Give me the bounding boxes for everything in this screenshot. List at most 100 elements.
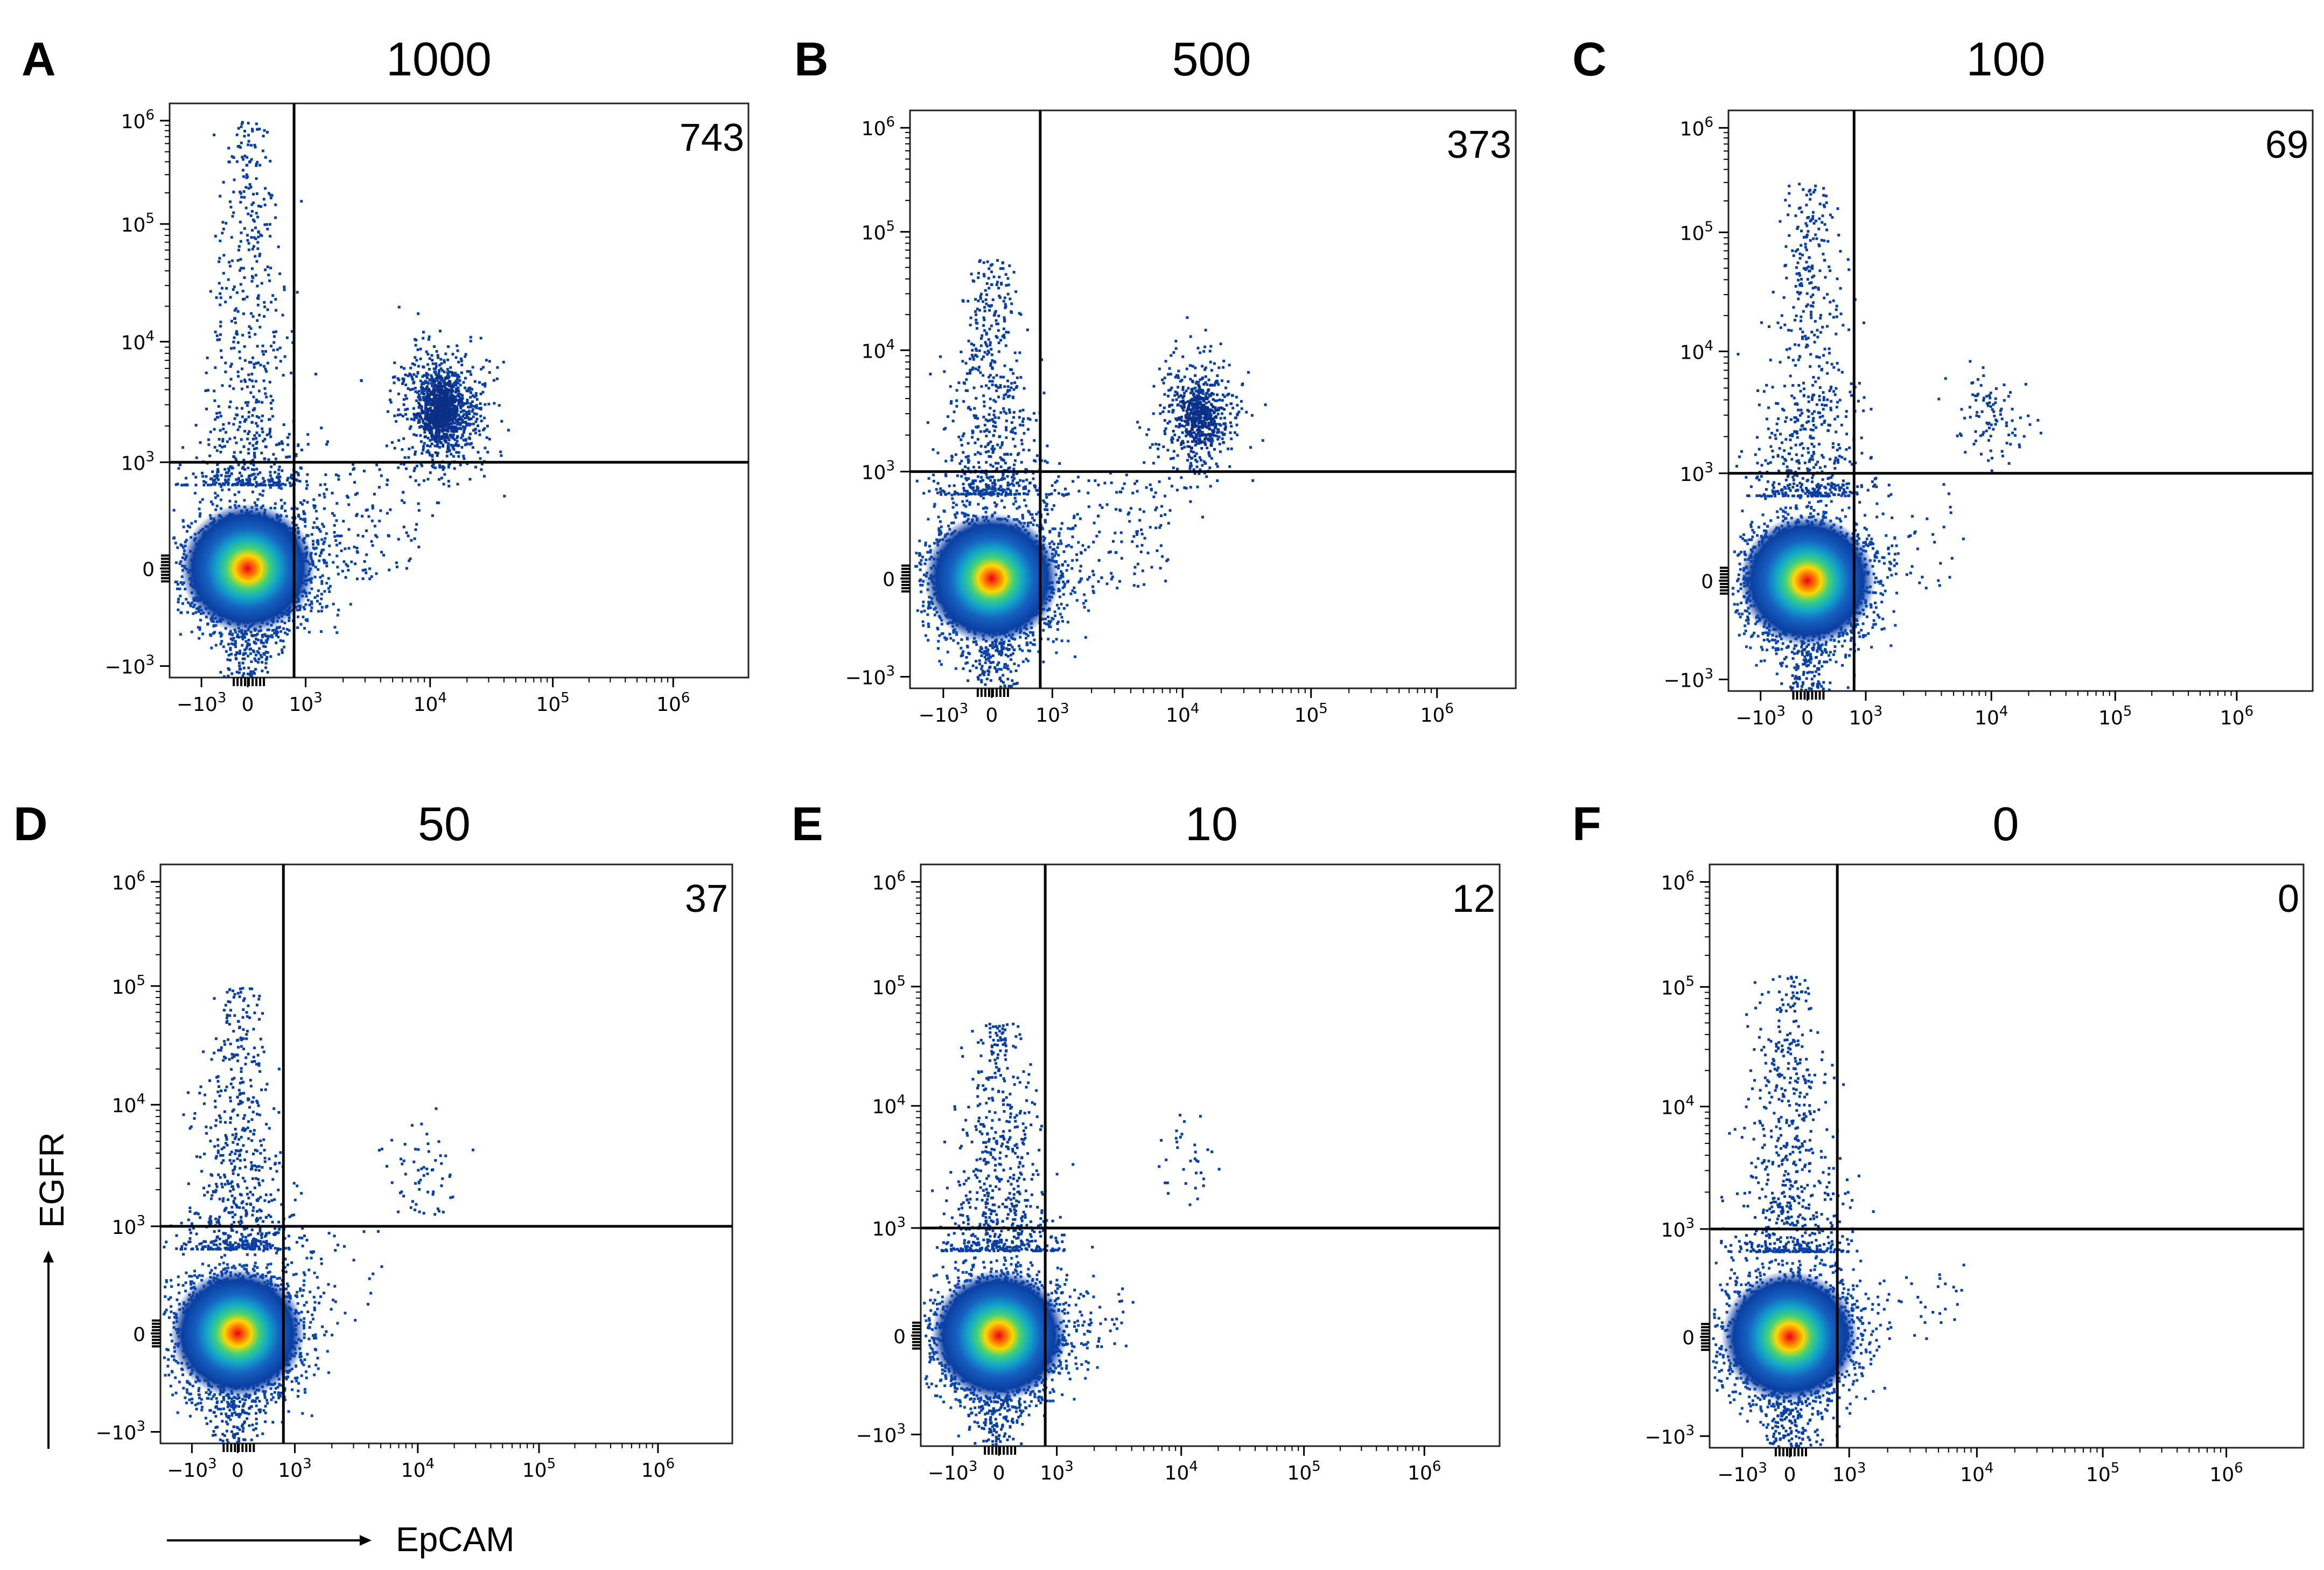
event-dot (432, 397, 435, 401)
event-dot (937, 515, 940, 519)
event-dot (997, 322, 1000, 325)
event-dot (500, 454, 503, 457)
y-rug-mark (161, 554, 170, 557)
event-dot (214, 508, 218, 511)
event-dot (935, 488, 938, 491)
event-dot (939, 490, 942, 493)
event-dot (971, 348, 974, 352)
event-dot (1186, 316, 1189, 319)
event-dot (967, 442, 970, 445)
event-dot (427, 425, 430, 429)
panel-title: 500 (1172, 32, 1251, 86)
event-dot (984, 506, 987, 509)
event-dot (324, 473, 327, 476)
event-dot (438, 392, 442, 395)
event-dot (192, 472, 195, 476)
event-dot (1212, 398, 1215, 401)
event-dot (474, 394, 478, 397)
event-dot (333, 524, 336, 527)
event-dot (447, 464, 450, 467)
event-dot (297, 444, 300, 447)
event-dot (242, 267, 245, 270)
event-dot (983, 309, 986, 312)
event-dot (1013, 497, 1017, 500)
event-dot (435, 362, 437, 365)
event-dot (373, 525, 376, 528)
event-dot (257, 297, 260, 300)
event-dot (303, 518, 306, 521)
event-dot (247, 212, 250, 215)
event-dot (459, 393, 462, 396)
event-dot (1186, 459, 1189, 462)
event-dot (266, 308, 269, 311)
event-dot (488, 437, 491, 441)
event-dot (340, 549, 343, 553)
event-dot (1000, 647, 1004, 650)
event-dot (250, 144, 253, 147)
event-dot (221, 489, 224, 492)
event-dot (1031, 513, 1034, 516)
event-dot (970, 273, 973, 276)
event-dot (250, 280, 254, 283)
event-dot (944, 493, 947, 496)
event-dot (247, 484, 250, 487)
event-dot (247, 452, 250, 455)
event-dot (1199, 458, 1202, 462)
event-dot (1152, 412, 1155, 415)
event-dot (228, 261, 231, 264)
event-dot (452, 411, 456, 414)
event-dot (978, 309, 981, 312)
event-dot (436, 451, 439, 455)
event-dot (989, 492, 992, 495)
event-dot (1175, 489, 1179, 492)
event-dot (982, 324, 985, 327)
event-dot (946, 651, 949, 654)
event-dot (260, 451, 263, 455)
event-dot (424, 406, 428, 409)
event-dot (455, 430, 458, 433)
event-dot (220, 633, 223, 636)
event-dot (927, 606, 930, 610)
event-dot (264, 350, 267, 353)
event-dot (263, 223, 267, 226)
event-dot (174, 541, 177, 545)
event-dot (1006, 648, 1010, 652)
event-dot (375, 572, 378, 575)
event-dot (248, 430, 251, 433)
event-dot (266, 361, 269, 365)
event-dot (277, 483, 281, 486)
event-dot (1171, 437, 1174, 441)
event-dot (1025, 504, 1028, 507)
event-dot (460, 364, 464, 367)
event-dot (256, 247, 260, 250)
event-dot (239, 421, 242, 424)
event-dot (227, 482, 230, 484)
event-dot (276, 631, 279, 634)
event-dot (1017, 481, 1019, 484)
event-dot (438, 446, 442, 449)
event-dot (414, 387, 417, 390)
event-dot (437, 416, 440, 419)
event-dot (1066, 604, 1069, 607)
event-dot (985, 476, 989, 479)
event-dot (451, 435, 454, 438)
event-dot (1177, 386, 1180, 389)
event-dot (432, 380, 436, 383)
event-dot (393, 375, 396, 379)
event-dot (1188, 414, 1191, 417)
event-dot (965, 378, 968, 381)
event-dot (386, 410, 389, 413)
event-dot (411, 388, 414, 390)
event-dot (507, 429, 510, 432)
event-dot (479, 457, 482, 460)
event-dot (232, 288, 235, 291)
event-dot (485, 359, 488, 362)
event-dot (209, 430, 212, 434)
event-dot (1006, 678, 1010, 681)
event-dot (192, 612, 195, 615)
event-dot (447, 480, 450, 483)
event-dot (1005, 419, 1008, 422)
event-dot (447, 385, 451, 387)
event-dot (471, 366, 474, 369)
event-dot (411, 378, 414, 381)
